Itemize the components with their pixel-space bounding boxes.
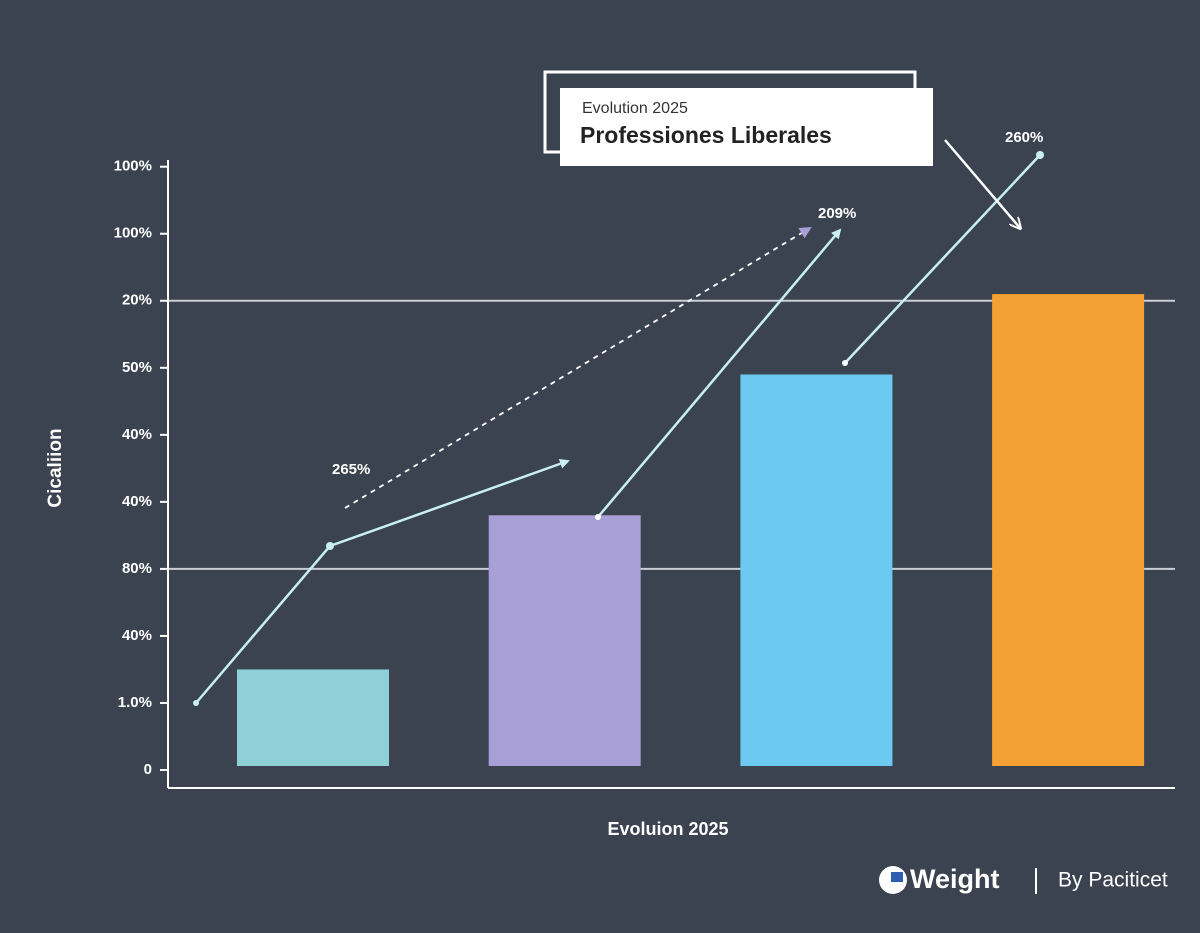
arrow [844, 154, 1041, 364]
arrow-dot [193, 700, 199, 706]
x-axis-label: Evoluion 2025 [607, 819, 728, 839]
logo [891, 872, 903, 882]
y-tick-label: 50% [122, 359, 152, 376]
title-box: Evolution 2025 Professiones Liberales [543, 70, 933, 166]
arrow [944, 139, 1020, 228]
arrows [193, 139, 1044, 706]
arrow-dot [1036, 151, 1044, 159]
title-card [560, 88, 933, 166]
dashed-arrow [344, 226, 812, 509]
arrow [597, 228, 842, 518]
chart-title: Professiones Liberales [580, 122, 832, 148]
y-tick-label: 20% [122, 292, 152, 309]
y-tick-label: 100% [114, 158, 152, 175]
bar [237, 669, 389, 766]
annotation: 260% [1005, 129, 1043, 146]
y-axis-label: Cicaliion [45, 428, 66, 507]
y-tick-label: 40% [122, 627, 152, 644]
arrow-dot [842, 360, 848, 366]
bar [488, 515, 641, 766]
y-tick-label: 100% [114, 225, 152, 242]
y-tick-label: 40% [122, 426, 152, 443]
brand: Weight [910, 864, 1000, 894]
arrow-dot [326, 542, 334, 550]
y-tick-label: 80% [122, 560, 152, 577]
annotation: 265% [332, 461, 370, 478]
y-tick-label: 40% [122, 493, 152, 510]
credit: By Paciticet [1058, 869, 1168, 892]
plot: 0 1.0% 40% 80% 40% 40% 50% 20% 100% 100% [114, 158, 1175, 789]
y-tick-label: 0 [144, 761, 152, 778]
annotation: 209% [818, 205, 856, 222]
y-tick-label: 1.0% [118, 694, 152, 711]
title-small: Evolution 2025 [582, 100, 688, 117]
footer: Weight By Paciticet [879, 864, 1168, 894]
bar [740, 374, 893, 766]
bar [992, 294, 1145, 766]
arrow-dot [595, 514, 601, 520]
